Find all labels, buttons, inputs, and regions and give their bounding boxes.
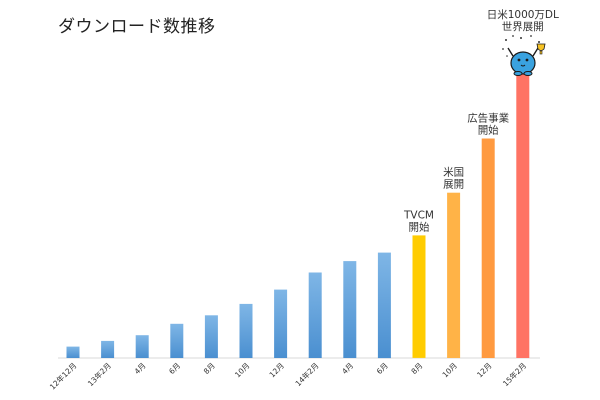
- x-tick-label: 10月: [441, 361, 459, 379]
- x-tick-label: 14年2月: [293, 360, 321, 388]
- bar-12: [481, 138, 495, 358]
- x-tick-label: 8月: [202, 361, 217, 376]
- x-tick-label: 15年2月: [500, 360, 528, 388]
- annotation-label: 日米1000万DL: [487, 8, 559, 21]
- x-tick-label: 10月: [233, 361, 251, 379]
- bar-0: [66, 346, 80, 358]
- x-tick-label: 12年12月: [47, 360, 78, 391]
- bar-8: [343, 261, 357, 358]
- annotation-label: 展開: [443, 179, 464, 191]
- x-tick-label: 13年2月: [85, 360, 113, 388]
- bar-6: [274, 289, 288, 358]
- x-tick-label: 12月: [268, 361, 286, 379]
- annotation-label: 世界展開: [502, 21, 544, 33]
- annotation-label: 開始: [409, 220, 430, 233]
- bar-1: [101, 340, 115, 358]
- x-tick-label: 6月: [375, 361, 390, 376]
- bar-2: [135, 335, 149, 358]
- x-tick-label: 4月: [340, 361, 355, 376]
- annotation-label: 米国: [443, 166, 464, 179]
- bar-5: [239, 303, 253, 358]
- x-tick-label: 6月: [167, 361, 182, 376]
- x-tick-label: 8月: [409, 361, 424, 376]
- bar-7: [308, 272, 322, 358]
- mascot-trophy-icon: [502, 35, 546, 76]
- bar-9: [377, 252, 391, 359]
- x-tick-label: 12月: [475, 361, 493, 379]
- annotation-label: 開始: [478, 124, 499, 137]
- bar-3: [170, 323, 184, 358]
- bar-13: [516, 73, 530, 358]
- bar-10: [412, 235, 426, 358]
- x-tick-label: 4月: [133, 361, 148, 376]
- bar-4: [204, 315, 218, 359]
- chart-title: ダウンロード数推移: [58, 17, 216, 37]
- bar-11: [447, 192, 461, 358]
- annotation-label: 広告事業: [467, 112, 509, 125]
- annotation-label: TVCM: [403, 209, 434, 221]
